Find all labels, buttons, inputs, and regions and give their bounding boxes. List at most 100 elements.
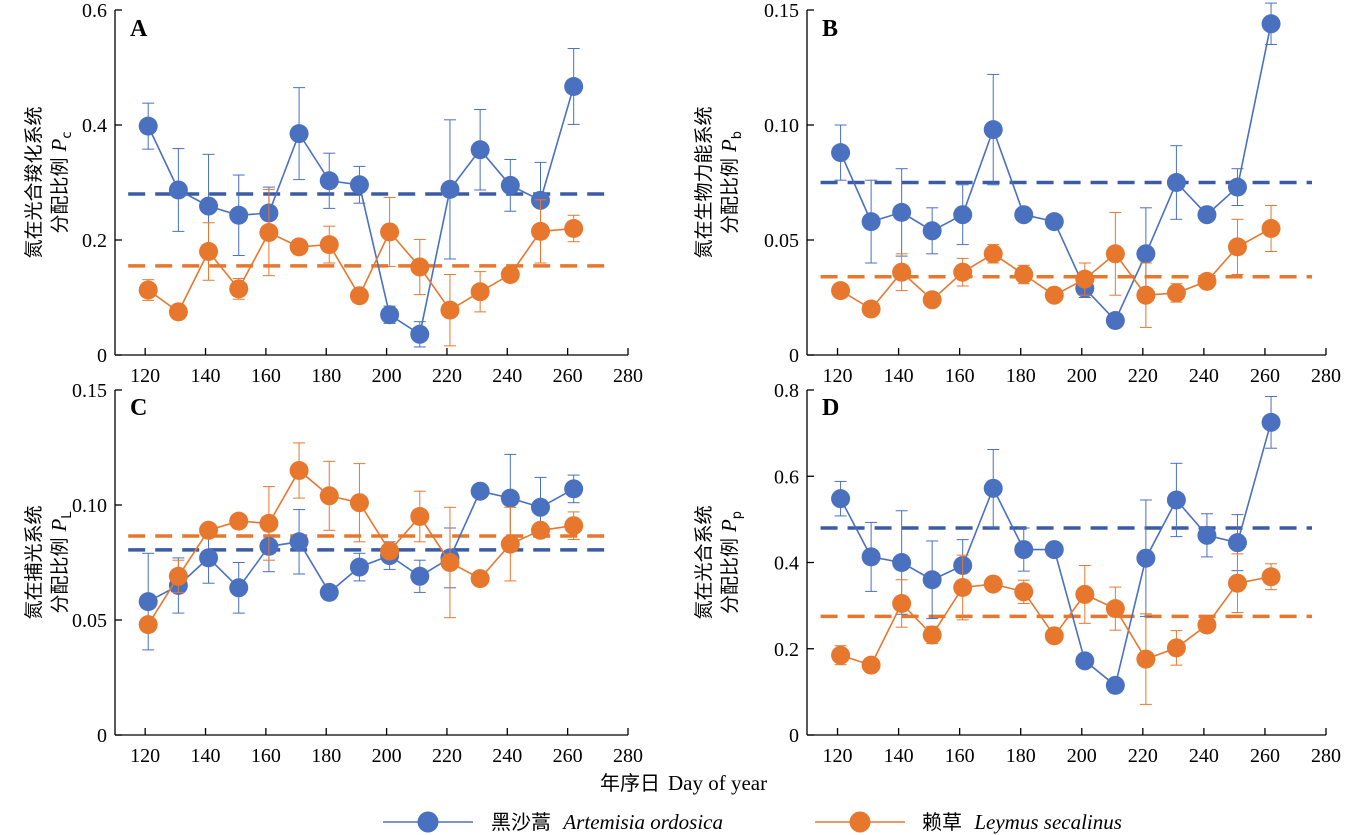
data-point <box>138 116 158 136</box>
x-axis-label-cn: 年序日 <box>600 771 660 795</box>
data-point <box>259 223 279 243</box>
data-point <box>831 281 851 301</box>
legend-label-latin-leymus: Leymus secalinus <box>973 810 1122 834</box>
data-point <box>229 279 249 299</box>
data-point <box>470 140 490 160</box>
data-point <box>440 179 460 199</box>
y-tick-label: 0 <box>789 345 799 367</box>
y-tick-label: 0 <box>97 725 107 747</box>
data-point <box>983 574 1003 594</box>
y-axis-label-line1: 氮在捕光系统 <box>23 505 45 619</box>
y-tick-label: 0.05 <box>764 230 799 252</box>
x-tick-label: 120 <box>130 745 160 767</box>
x-tick-label: 180 <box>1006 745 1036 767</box>
data-point <box>289 237 309 257</box>
x-tick-label: 160 <box>251 365 281 387</box>
data-point <box>199 242 219 261</box>
x-tick-label: 140 <box>191 745 221 767</box>
y-tick-label: 0.8 <box>774 380 799 402</box>
y-tick-label: 0.4 <box>82 115 107 137</box>
data-point <box>1075 584 1095 604</box>
x-tick-label: 160 <box>945 365 975 387</box>
x-tick-label: 260 <box>553 745 583 767</box>
data-point <box>861 655 881 675</box>
y-axis-label-subscript: L <box>60 511 75 519</box>
legend-label-cn-leymus: 赖草 <box>922 810 962 834</box>
data-point <box>1197 205 1217 225</box>
legend-marker-artemisia <box>417 811 439 833</box>
data-point <box>953 578 973 598</box>
data-point <box>953 262 973 282</box>
data-point <box>440 553 460 572</box>
x-tick-label: 220 <box>1128 365 1158 387</box>
x-tick-label: 220 <box>432 745 462 767</box>
x-tick-label: 140 <box>191 365 221 387</box>
data-point <box>1014 582 1034 602</box>
svg-text:年序日: 年序日 <box>600 771 660 795</box>
data-point <box>470 569 490 589</box>
data-point <box>1136 285 1156 305</box>
data-point <box>259 513 279 533</box>
data-point <box>831 143 851 163</box>
series-orange <box>831 553 1281 705</box>
data-point <box>168 180 188 200</box>
data-point <box>1044 285 1064 305</box>
data-point <box>861 547 881 567</box>
series-orange <box>831 205 1281 328</box>
data-point <box>199 520 219 540</box>
legend-label-cn-artemisia: 黑沙蒿 <box>491 810 551 834</box>
x-tick-label: 240 <box>1189 745 1219 767</box>
data-point <box>1044 540 1064 560</box>
data-point <box>349 493 369 513</box>
data-point <box>861 212 881 232</box>
data-point <box>410 324 430 344</box>
x-tick-label: 120 <box>130 365 160 387</box>
data-point <box>892 553 912 572</box>
data-point <box>500 265 520 284</box>
data-point <box>380 305 400 325</box>
y-tick-label: 0.05 <box>72 610 107 632</box>
y-axis-label: 氮在生物力能系统 分配比例 Pb <box>693 106 745 258</box>
x-tick-label: 240 <box>492 745 522 767</box>
x-tick-label: 200 <box>1067 365 1097 387</box>
data-point <box>500 175 520 195</box>
legend: 黑沙蒿 Artemisia ordosica 赖草 Leymus secalin… <box>383 810 1122 834</box>
data-point <box>1136 548 1156 568</box>
x-tick-label: 260 <box>553 365 583 387</box>
data-point <box>1227 533 1247 553</box>
data-point <box>1197 525 1217 545</box>
y-axis-label: 氮在捕光系统 分配比例 PL <box>23 505 75 619</box>
x-tick-label: 280 <box>613 365 643 387</box>
data-point <box>922 570 942 590</box>
data-point <box>319 235 339 255</box>
data-point <box>289 461 309 480</box>
data-point <box>922 625 942 645</box>
data-point <box>922 221 942 241</box>
data-point <box>831 489 851 509</box>
data-point <box>1166 490 1186 510</box>
data-point <box>319 171 339 191</box>
y-axis-label-line2: 分配比例 <box>49 538 71 614</box>
x-axis-label-en: Day of year <box>668 771 767 795</box>
data-point <box>138 592 158 612</box>
data-point <box>289 532 309 552</box>
svg-text:赖草 Leymus secalinus: 赖草 Leymus secalinus <box>922 810 1122 834</box>
data-point <box>168 566 188 586</box>
y-tick-label: 0.15 <box>764 0 799 22</box>
data-point <box>1261 567 1281 587</box>
x-tick-label: 240 <box>1189 365 1219 387</box>
legend-item-leymus: 赖草 Leymus secalinus <box>815 810 1122 834</box>
data-point <box>1166 283 1186 303</box>
data-point <box>1261 14 1281 34</box>
data-point <box>500 488 520 508</box>
y-axis-label-line2: 分配比例 <box>49 157 71 233</box>
data-point <box>1166 173 1186 192</box>
y-axis-label: 氮在光合系统 分配比例 Pp <box>693 505 745 619</box>
data-point <box>1227 237 1247 257</box>
data-point <box>983 120 1003 140</box>
y-axis-label-subscript: c <box>60 132 75 139</box>
data-point <box>564 479 584 499</box>
data-point <box>1197 271 1217 291</box>
panel-b: 0 0.05 0.10 0.15 120 140 160 180 200 220 240 260 280… <box>693 0 1341 387</box>
